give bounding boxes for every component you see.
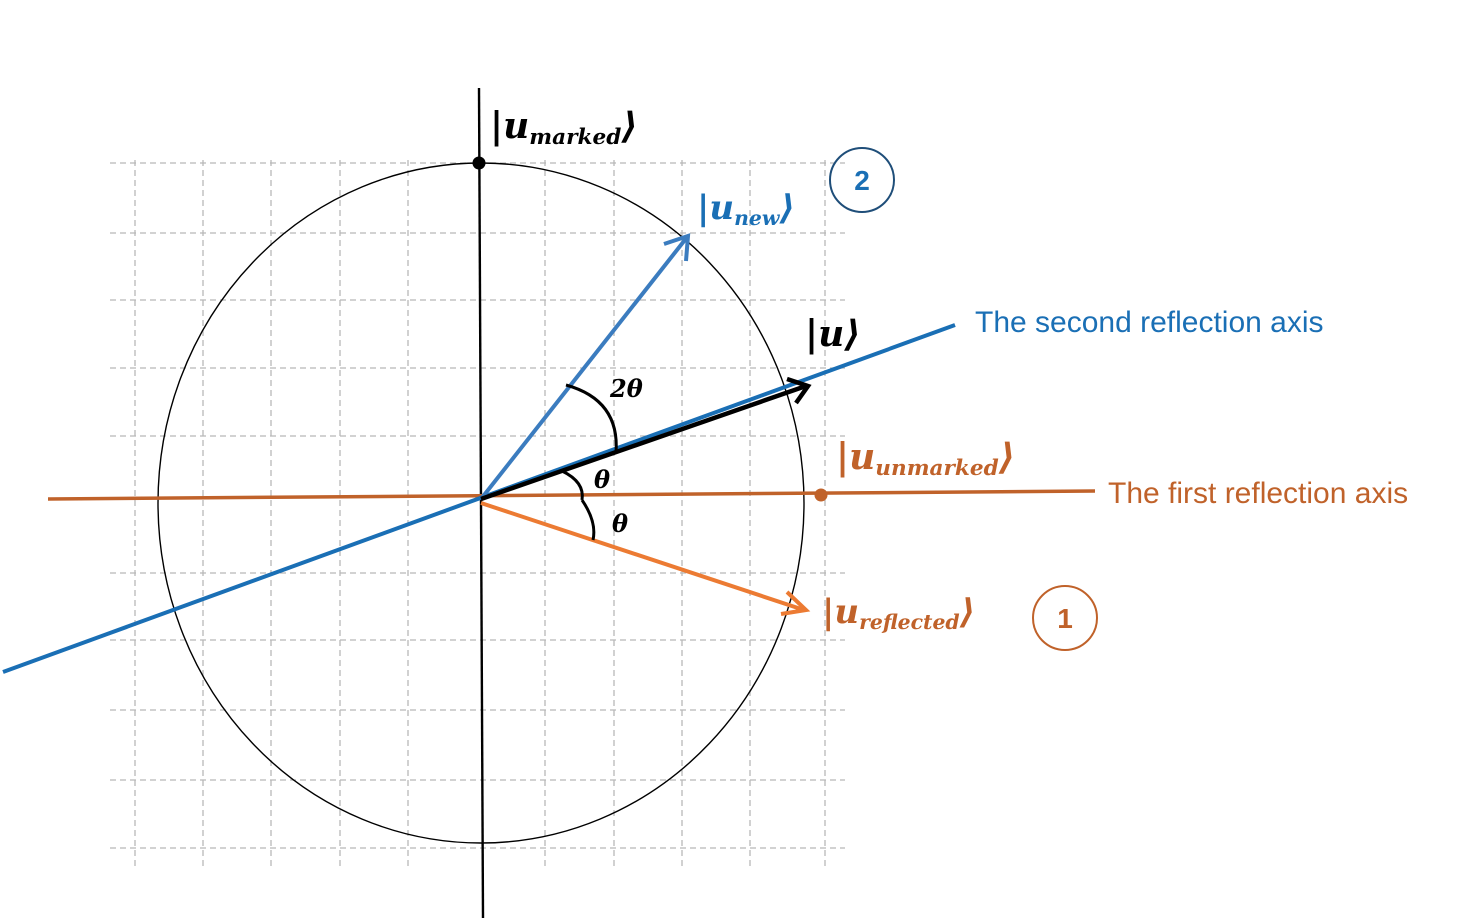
two-theta-arc	[565, 383, 618, 454]
u-reflected-label: |ureflected⟩	[822, 592, 975, 634]
u-new-vector	[479, 233, 691, 501]
theta-lower-label: θ	[612, 509, 628, 538]
two-theta-label: 2θ	[609, 374, 643, 403]
second-reflection-axis-label: The second reflection axis	[975, 306, 1324, 339]
u-label: |u⟩	[805, 313, 861, 355]
u-reflected-vector	[480, 501, 811, 616]
u-vector	[480, 376, 812, 502]
first-reflection-axis-line	[47, 489, 1096, 501]
step-1-badge: 1	[1032, 585, 1098, 651]
svg-text:2: 2	[854, 165, 870, 196]
marked-point	[472, 156, 486, 170]
theta-lower-arc	[580, 499, 596, 541]
first-reflection-axis-label: The first reflection axis	[1108, 477, 1408, 510]
theta-upper-arc	[561, 469, 584, 501]
u-new-label: |unew⟩	[697, 188, 795, 230]
step-2-badge: 2	[829, 147, 895, 213]
svg-text:1: 1	[1057, 603, 1073, 634]
u-unmarked-label: |uunmarked⟩	[836, 436, 1015, 481]
dashed-grid	[110, 160, 845, 870]
theta-upper-label: θ	[594, 465, 610, 494]
u-marked-label: |umarked⟩	[490, 105, 638, 150]
unmarked-point	[814, 488, 828, 502]
